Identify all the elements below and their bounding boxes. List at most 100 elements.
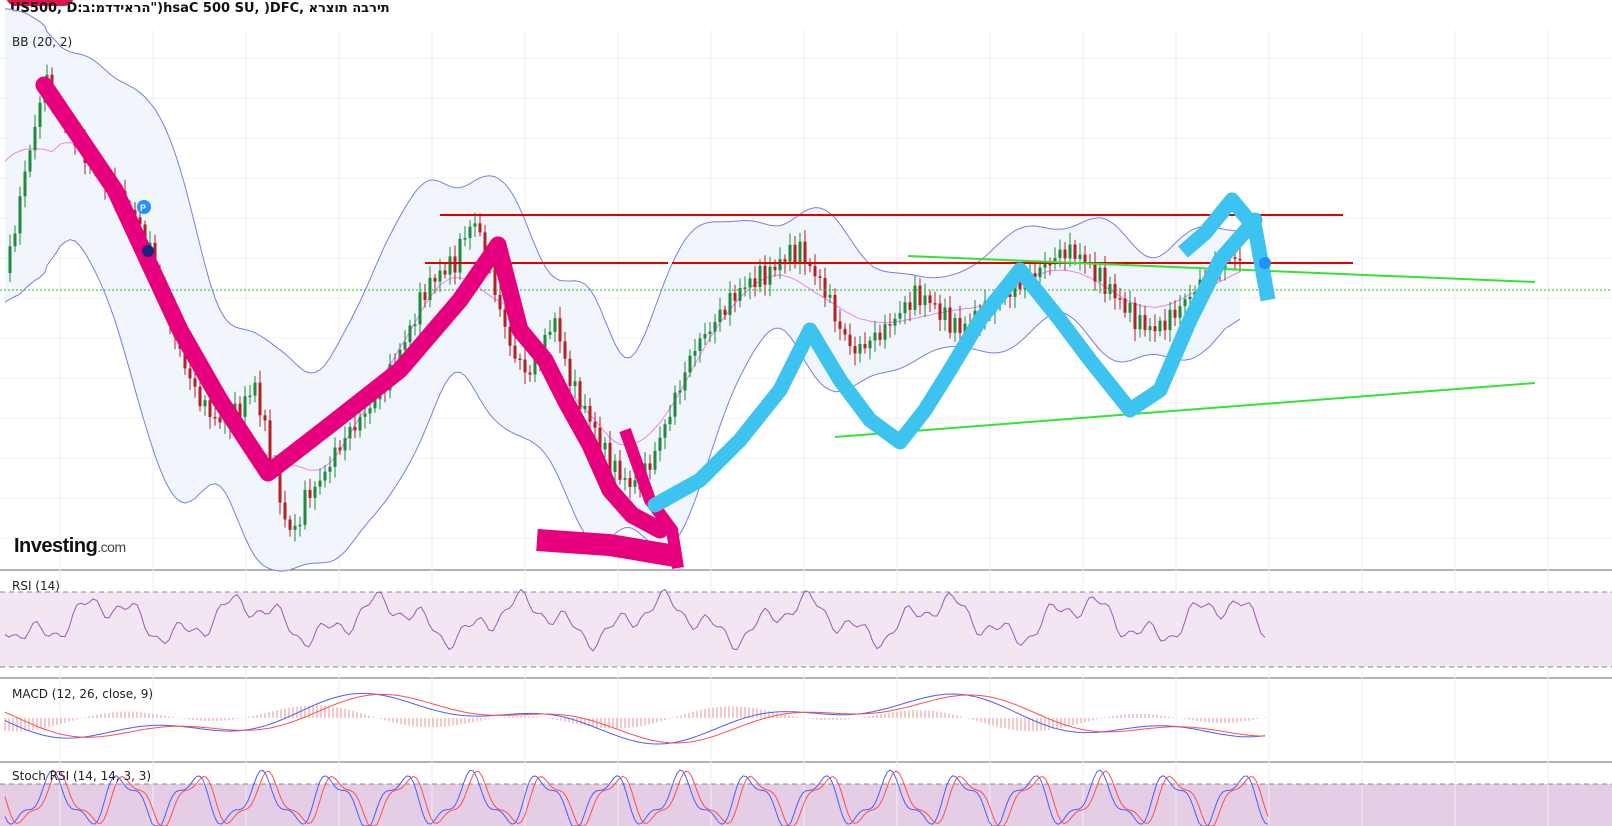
candle-body xyxy=(298,524,302,527)
candle-body xyxy=(568,358,572,387)
candle-body xyxy=(333,447,337,467)
candle-body xyxy=(1083,254,1087,263)
candle-body xyxy=(818,276,822,278)
candle-body xyxy=(1033,273,1037,278)
candle-body xyxy=(458,238,462,273)
candle-body xyxy=(318,480,322,487)
candle-body xyxy=(1138,315,1142,330)
candle-body xyxy=(8,246,12,274)
candle-body xyxy=(843,328,847,335)
candle-body xyxy=(1148,326,1152,331)
candle-body xyxy=(623,477,627,480)
candle-body xyxy=(938,303,942,320)
candle-body xyxy=(1098,267,1102,282)
candle-body xyxy=(898,313,902,319)
candle-body xyxy=(218,417,222,423)
candle-body xyxy=(268,420,272,465)
candle-body xyxy=(408,325,412,343)
candle-body xyxy=(473,223,477,227)
candle-body xyxy=(833,294,837,322)
candle-body xyxy=(423,292,427,301)
candle-body xyxy=(948,307,952,333)
candle-body xyxy=(193,378,197,387)
candle-body xyxy=(498,294,502,310)
candle-body xyxy=(263,415,267,421)
candle-body xyxy=(713,322,717,332)
bollinger-upper-band xyxy=(4,8,1241,374)
candle-body xyxy=(733,293,737,301)
bollinger-band-fill xyxy=(5,8,1240,572)
candle-body xyxy=(23,171,27,197)
candle-body xyxy=(1153,326,1157,332)
candle-body xyxy=(668,416,672,425)
candle-body xyxy=(918,285,922,306)
candle-body xyxy=(1013,281,1017,297)
candle-body xyxy=(873,332,877,341)
candle-body xyxy=(718,309,722,323)
event-marker-right xyxy=(1259,257,1271,269)
candle-body xyxy=(1068,244,1072,259)
candle-body xyxy=(583,405,587,409)
candle-body xyxy=(888,324,892,326)
candle-body xyxy=(1238,258,1242,261)
candle-body xyxy=(553,318,557,332)
candle-body xyxy=(788,244,792,262)
candle-body xyxy=(793,244,797,264)
candle-body xyxy=(198,386,202,407)
candle-body xyxy=(798,241,802,264)
candle-body xyxy=(863,343,867,349)
candle-body xyxy=(963,323,967,334)
candle-body xyxy=(513,345,517,359)
candle-body xyxy=(528,372,532,375)
candle-body xyxy=(783,259,787,262)
candle-body xyxy=(913,285,917,310)
candle-body xyxy=(548,331,552,335)
candle-body xyxy=(303,489,307,525)
candle-body xyxy=(253,382,257,396)
magenta-arrow-head xyxy=(619,427,684,569)
candle-body xyxy=(768,266,772,285)
candle-body xyxy=(658,437,662,451)
candle-body xyxy=(1048,263,1052,266)
candle-body xyxy=(328,466,332,472)
candle-body xyxy=(573,381,577,387)
candle-body xyxy=(368,408,372,414)
candle-body xyxy=(753,278,757,288)
candle-body xyxy=(278,468,282,503)
candle-body xyxy=(723,309,727,316)
candle-body xyxy=(533,358,537,375)
candle-body xyxy=(1133,302,1137,330)
candle-body xyxy=(563,341,567,359)
candle-body xyxy=(313,486,317,498)
candle-body xyxy=(678,390,682,393)
candle-body xyxy=(188,368,192,379)
candle-body xyxy=(908,302,912,310)
candle-body xyxy=(1043,263,1047,268)
candle-body xyxy=(373,399,377,409)
candle-body xyxy=(463,238,467,240)
candle-body xyxy=(838,321,842,329)
candle-body xyxy=(1118,298,1122,300)
candle-body xyxy=(893,318,897,326)
candle-body xyxy=(1093,263,1097,282)
candle-body xyxy=(1073,244,1077,259)
macd-indicator-label: MACD (12, 26, close, 9) xyxy=(12,687,154,701)
candle-body xyxy=(688,355,692,373)
candle-body xyxy=(1008,293,1012,297)
candle-body xyxy=(33,126,37,151)
candle-body xyxy=(708,331,712,334)
rsi-line xyxy=(4,588,1266,652)
candle-body xyxy=(628,477,632,487)
candle-body xyxy=(943,307,947,320)
candle-body xyxy=(478,223,482,233)
candle-body xyxy=(828,294,832,298)
candle-body xyxy=(1143,315,1147,331)
candle-body xyxy=(363,413,367,417)
candle-body xyxy=(258,382,262,416)
macd-signal-line xyxy=(4,693,1266,744)
candle-body xyxy=(903,302,907,314)
candle-body xyxy=(13,233,17,247)
candle-body xyxy=(933,303,937,305)
